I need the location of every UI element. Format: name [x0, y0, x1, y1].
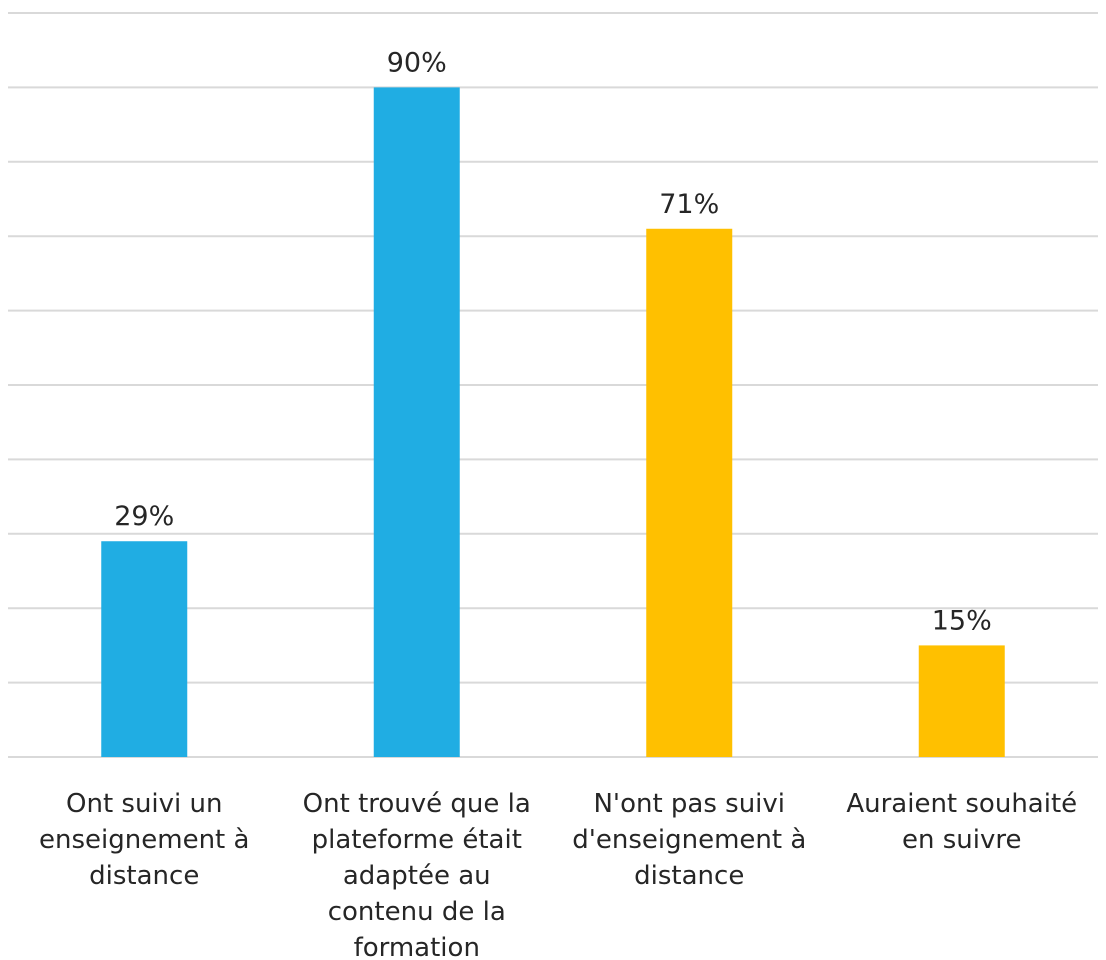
data-labels: 29% 90% 71% 15%	[114, 47, 992, 636]
category-label: Auraient souhaité	[846, 789, 1077, 819]
category-labels: Ont suivi un enseignement à distance Ont tr…	[39, 789, 1077, 960]
category-label: N'ont pas suivi	[593, 789, 785, 819]
category-label: enseignement à	[39, 825, 249, 855]
category-label: en suivre	[902, 825, 1022, 855]
category-label: distance	[634, 861, 744, 891]
bar	[101, 541, 188, 757]
data-label: 29%	[114, 501, 174, 532]
data-label: 15%	[932, 605, 992, 636]
category-label: plateforme était	[312, 825, 522, 855]
bar	[918, 645, 1005, 757]
category-label: Ont suivi un	[66, 789, 222, 819]
category-label: adaptée au	[343, 861, 491, 891]
category-label: distance	[89, 861, 199, 891]
category-label: formation	[354, 933, 480, 960]
data-label: 90%	[387, 47, 447, 78]
bar	[373, 87, 460, 757]
category-label: contenu de la	[328, 897, 506, 927]
category-label: Ont trouvé que la	[303, 789, 531, 819]
data-label: 71%	[659, 189, 719, 220]
bar	[646, 228, 733, 757]
category-label: d'enseignement à	[572, 825, 806, 855]
bars	[101, 87, 1005, 757]
gridlines	[8, 12, 1098, 758]
